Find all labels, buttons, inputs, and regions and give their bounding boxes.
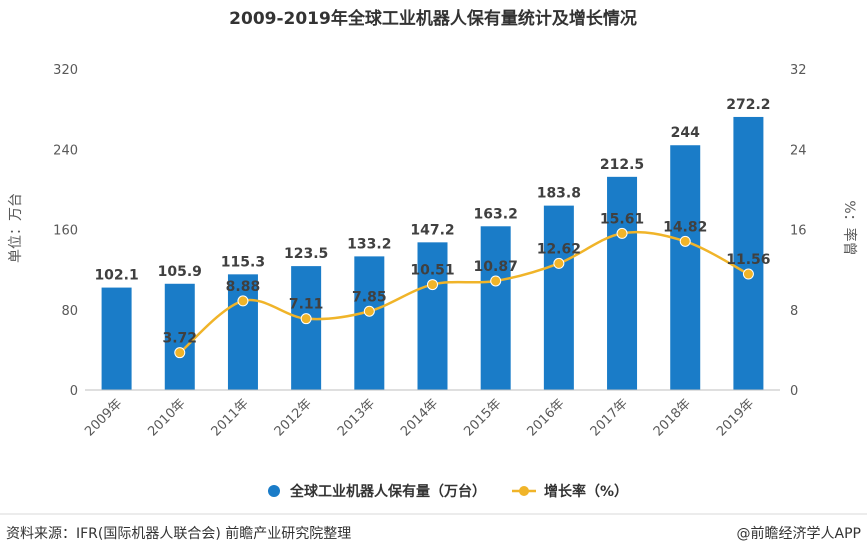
growth-point [237, 295, 249, 307]
growth-rate-labels: 3.72 8.88 7.11 7.85 10.51 10.87 12.62 15.61 14.8… [162, 211, 770, 346]
growth-value-label: 11.56 [726, 252, 770, 268]
x-tick-label: 2018年 [651, 396, 694, 439]
legend: 全球工业机器人保有量（万台） 增长率（%） [268, 483, 628, 500]
growth-point [742, 268, 754, 280]
bar [164, 283, 195, 390]
bar-value-label: 102.1 [94, 268, 138, 284]
right-tick-label: 8 [790, 304, 798, 319]
growth-point [363, 305, 375, 317]
growth-value-label: 10.51 [410, 263, 454, 279]
left-tick-label: 160 [53, 224, 78, 239]
credit-note: @前瞻经济学人APP [737, 525, 861, 542]
x-tick-label: 2019年 [714, 396, 757, 439]
right-axis-ticks: 0 8 16 24 32 [790, 63, 807, 399]
y-axis-title: 单位：万台 [8, 193, 24, 263]
right-tick-label: 16 [790, 224, 807, 239]
bar-series [101, 116, 764, 390]
legend-line-label: 增长率（%） [544, 483, 628, 500]
x-tick-label: 2010年 [145, 396, 188, 439]
right-tick-label: 0 [790, 384, 798, 399]
bar [291, 266, 322, 390]
growth-value-label: 3.72 [162, 331, 197, 347]
bar-value-label: 105.9 [158, 264, 202, 280]
growth-point [679, 235, 691, 247]
x-tick-label: 2011年 [209, 396, 252, 439]
right-tick-label: 32 [790, 63, 807, 78]
bar-value-label: 133.2 [347, 236, 391, 252]
left-tick-label: 320 [53, 63, 78, 78]
growth-value-label: 12.62 [537, 241, 581, 257]
bar [607, 176, 638, 390]
bar [101, 287, 132, 390]
bar-value-label: 212.5 [600, 157, 644, 173]
right-tick-label: 24 [790, 143, 807, 158]
growth-point [427, 279, 438, 291]
growth-value-label: 7.11 [289, 297, 324, 313]
x-tick-label: 2014年 [398, 396, 441, 439]
x-tick-label: 2012年 [272, 396, 315, 439]
bar [354, 256, 385, 390]
x-axis-ticks: 2009年 2010年 2011年 2012年 2013年 2014年 2015年 2016年… [82, 396, 757, 439]
left-tick-label: 80 [61, 304, 78, 319]
legend-bar-marker [268, 485, 280, 497]
growth-point [490, 275, 502, 287]
bar [480, 226, 511, 390]
bar-value-label: 183.8 [537, 186, 581, 202]
left-axis-ticks: 0 80 160 240 320 [53, 63, 78, 399]
growth-value-label: 8.88 [226, 279, 261, 295]
growth-rate-points [174, 227, 754, 359]
bar-value-label: 147.2 [410, 222, 454, 238]
bar [543, 205, 574, 390]
growth-value-label: 15.61 [600, 211, 644, 227]
chart-title: 2009-2019年全球工业机器人保有量统计及增长情况 [229, 8, 637, 29]
growth-point [300, 313, 312, 325]
growth-value-label: 10.87 [474, 259, 518, 275]
bar-value-label: 123.5 [284, 246, 328, 262]
bar-value-label: 163.2 [474, 206, 518, 222]
y2-axis-label: %：率曾 [841, 200, 858, 255]
bar [227, 274, 258, 390]
x-tick-label: 2013年 [335, 396, 378, 439]
left-tick-label: 0 [70, 384, 78, 399]
bar [670, 145, 701, 390]
legend-line-marker [519, 486, 529, 496]
bar-value-label: 272.2 [726, 97, 770, 113]
x-tick-label: 2009年 [82, 396, 125, 439]
bar-value-labels: 102.1 105.9 115.3 123.5 133.2 147.2 163.2 183.8… [94, 97, 770, 284]
x-tick-label: 2015年 [461, 396, 504, 439]
growth-point [553, 257, 565, 269]
growth-value-label: 14.82 [663, 219, 707, 235]
x-tick-label: 2017年 [588, 396, 631, 439]
growth-point [616, 227, 628, 239]
bar-value-label: 115.3 [221, 254, 265, 270]
x-tick-label: 2016年 [524, 396, 567, 439]
growth-value-label: 7.85 [352, 289, 387, 305]
legend-bar-label: 全球工业机器人保有量（万台） [289, 483, 486, 500]
left-tick-label: 240 [53, 143, 78, 158]
growth-point [174, 347, 186, 359]
y-axis-label: 单位：万台 [8, 193, 24, 263]
bar [417, 242, 448, 390]
growth-rate-line [178, 230, 749, 354]
source-note: 资料来源：IFR(国际机器人联合会) 前瞻产业研究院整理 [6, 525, 351, 542]
bar [733, 116, 764, 390]
y2-axis-title: %：率曾 [841, 200, 858, 255]
bar-value-label: 244 [671, 125, 700, 141]
